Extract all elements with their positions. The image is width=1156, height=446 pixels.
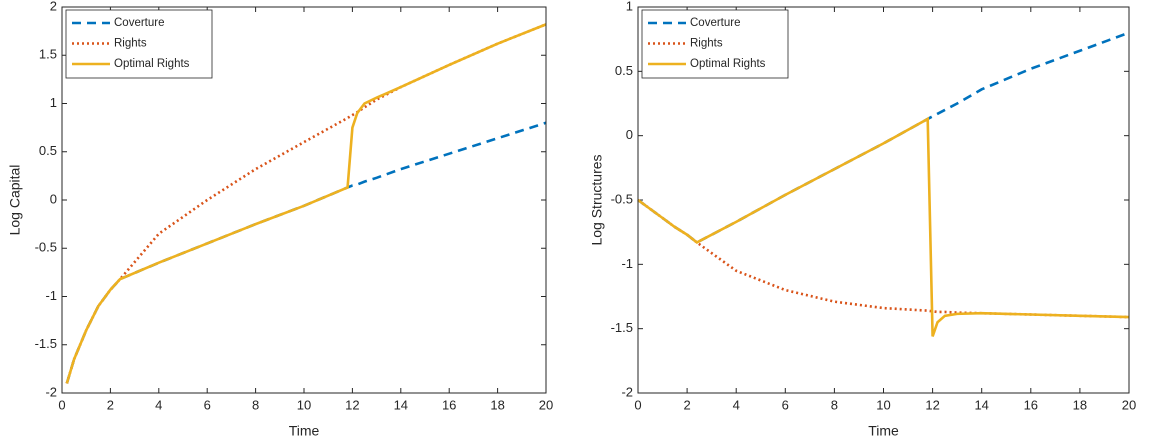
y-axis-label: Log Structures (589, 154, 605, 245)
x-tick-label: 12 (345, 397, 359, 412)
y-tick-label: -1 (621, 256, 633, 271)
legend-box (65, 9, 213, 79)
x-tick-label: 4 (155, 397, 162, 412)
x-tick-label: 6 (782, 397, 789, 412)
y-tick-label: 0.5 (615, 63, 633, 78)
x-tick-label: 16 (442, 397, 456, 412)
x-tick-label: 0 (634, 397, 641, 412)
axes-box (637, 6, 1130, 394)
legend-label: Coverture (690, 17, 741, 29)
y-tick-label: -1 (45, 288, 57, 303)
y-tick-label: -1.5 (611, 320, 633, 335)
legend-label: Rights (114, 38, 147, 50)
y-tick-label: 0 (626, 127, 633, 142)
y-tick-label: 1.5 (39, 47, 57, 62)
y-tick-label: -1.5 (35, 336, 57, 351)
x-tick-label: 16 (1024, 397, 1038, 412)
x-axis-label: Time (289, 423, 320, 439)
x-tick-label: 2 (683, 397, 690, 412)
y-axis-label: Log Capital (7, 165, 23, 236)
x-tick-label: 14 (394, 397, 408, 412)
x-tick-label: 0 (58, 397, 65, 412)
x-tick-label: 10 (876, 397, 890, 412)
axes-box (61, 6, 547, 394)
x-tick-label: 20 (539, 397, 553, 412)
x-tick-label: 18 (1073, 397, 1087, 412)
x-tick-label: 12 (925, 397, 939, 412)
series-line (637, 116, 1130, 337)
x-tick-label: 18 (490, 397, 504, 412)
y-tick-label: 2 (50, 0, 57, 13)
y-tick-label: -2 (45, 384, 57, 399)
y-tick-label: 1 (50, 95, 57, 110)
y-tick-label: 0.5 (39, 143, 57, 158)
x-tick-label: 10 (297, 397, 311, 412)
x-tick-label: 6 (204, 397, 211, 412)
x-tick-label: 2 (107, 397, 114, 412)
y-tick-label: 1 (626, 0, 633, 13)
legend: Coverture Rights Optimal Rights (641, 9, 789, 79)
x-tick-label: 8 (252, 397, 259, 412)
legend-label: Optimal Rights (114, 58, 190, 70)
x-tick-label: 14 (974, 397, 988, 412)
x-axis-label: Time (868, 423, 899, 439)
legend-label: Optimal Rights (690, 58, 766, 70)
legend-label: Coverture (114, 17, 165, 29)
y-tick-label: -2 (621, 384, 633, 399)
x-tick-label: 4 (733, 397, 740, 412)
legend-box (641, 9, 789, 79)
y-tick-label: -0.5 (35, 240, 57, 255)
y-tick-label: -0.5 (611, 191, 633, 206)
legend-label: Rights (690, 38, 723, 50)
legend: Coverture Rights Optimal Rights (65, 9, 213, 79)
series-line (65, 23, 547, 384)
y-tick-label: 0 (50, 191, 57, 206)
x-tick-label: 8 (831, 397, 838, 412)
x-tick-label: 20 (1122, 397, 1136, 412)
